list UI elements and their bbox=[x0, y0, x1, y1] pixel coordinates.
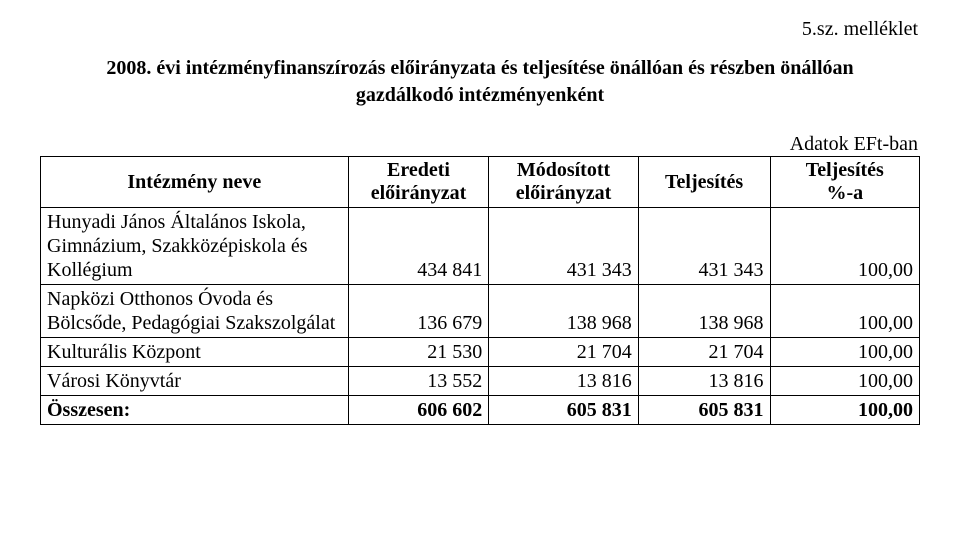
title-line-1: 2008. évi intézményfinanszírozás előirán… bbox=[106, 57, 853, 79]
cell-name: Városi Könyvtár bbox=[41, 367, 349, 396]
col-header-original: Eredeti előirányzat bbox=[348, 157, 489, 208]
cell-value: 434 841 bbox=[348, 208, 489, 285]
col-header-performance: Teljesítés bbox=[638, 157, 770, 208]
cell-value-total: 605 831 bbox=[638, 396, 770, 425]
cell-value: 13 816 bbox=[489, 367, 638, 396]
cell-value: 13 552 bbox=[348, 367, 489, 396]
cell-value-total: 606 602 bbox=[348, 396, 489, 425]
page-title: 2008. évi intézményfinanszírozás előirán… bbox=[40, 55, 920, 109]
cell-name: Kulturális Központ bbox=[41, 338, 349, 367]
cell-value: 13 816 bbox=[638, 367, 770, 396]
cell-value: 431 343 bbox=[489, 208, 638, 285]
cell-value: 21 704 bbox=[638, 338, 770, 367]
cell-name: Hunyadi János Általános Iskola, Gimnáziu… bbox=[41, 208, 349, 285]
cell-value-total: 100,00 bbox=[770, 396, 919, 425]
cell-value: 138 968 bbox=[489, 285, 638, 338]
cell-name: Napközi Otthonos Óvoda és Bölcsőde, Peda… bbox=[41, 285, 349, 338]
cell-value: 100,00 bbox=[770, 285, 919, 338]
cell-value: 431 343 bbox=[638, 208, 770, 285]
col-header-modified: Módosított előirányzat bbox=[489, 157, 638, 208]
cell-value: 138 968 bbox=[638, 285, 770, 338]
cell-value: 136 679 bbox=[348, 285, 489, 338]
col-header-name: Intézmény neve bbox=[41, 157, 349, 208]
table-total-row: Összesen: 606 602 605 831 605 831 100,00 bbox=[41, 396, 920, 425]
cell-value: 100,00 bbox=[770, 338, 919, 367]
table-header-row: Intézmény neve Eredeti előirányzat Módos… bbox=[41, 157, 920, 208]
table-row: Városi Könyvtár 13 552 13 816 13 816 100… bbox=[41, 367, 920, 396]
cell-value: 21 704 bbox=[489, 338, 638, 367]
cell-value: 100,00 bbox=[770, 367, 919, 396]
col-header-percent: Teljesítés %-a bbox=[770, 157, 919, 208]
annex-label: 5.sz. melléklet bbox=[40, 18, 920, 41]
cell-value-total: 605 831 bbox=[489, 396, 638, 425]
table-row: Napközi Otthonos Óvoda és Bölcsőde, Peda… bbox=[41, 285, 920, 338]
cell-value: 100,00 bbox=[770, 208, 919, 285]
table-row: Kulturális Központ 21 530 21 704 21 704 … bbox=[41, 338, 920, 367]
financing-table: Intézmény neve Eredeti előirányzat Módos… bbox=[40, 156, 920, 425]
table-row: Hunyadi János Általános Iskola, Gimnáziu… bbox=[41, 208, 920, 285]
title-line-2: gazdálkodó intézményenként bbox=[356, 84, 604, 106]
cell-value: 21 530 bbox=[348, 338, 489, 367]
cell-name-total: Összesen: bbox=[41, 396, 349, 425]
unit-label: Adatok EFt-ban bbox=[40, 133, 920, 156]
